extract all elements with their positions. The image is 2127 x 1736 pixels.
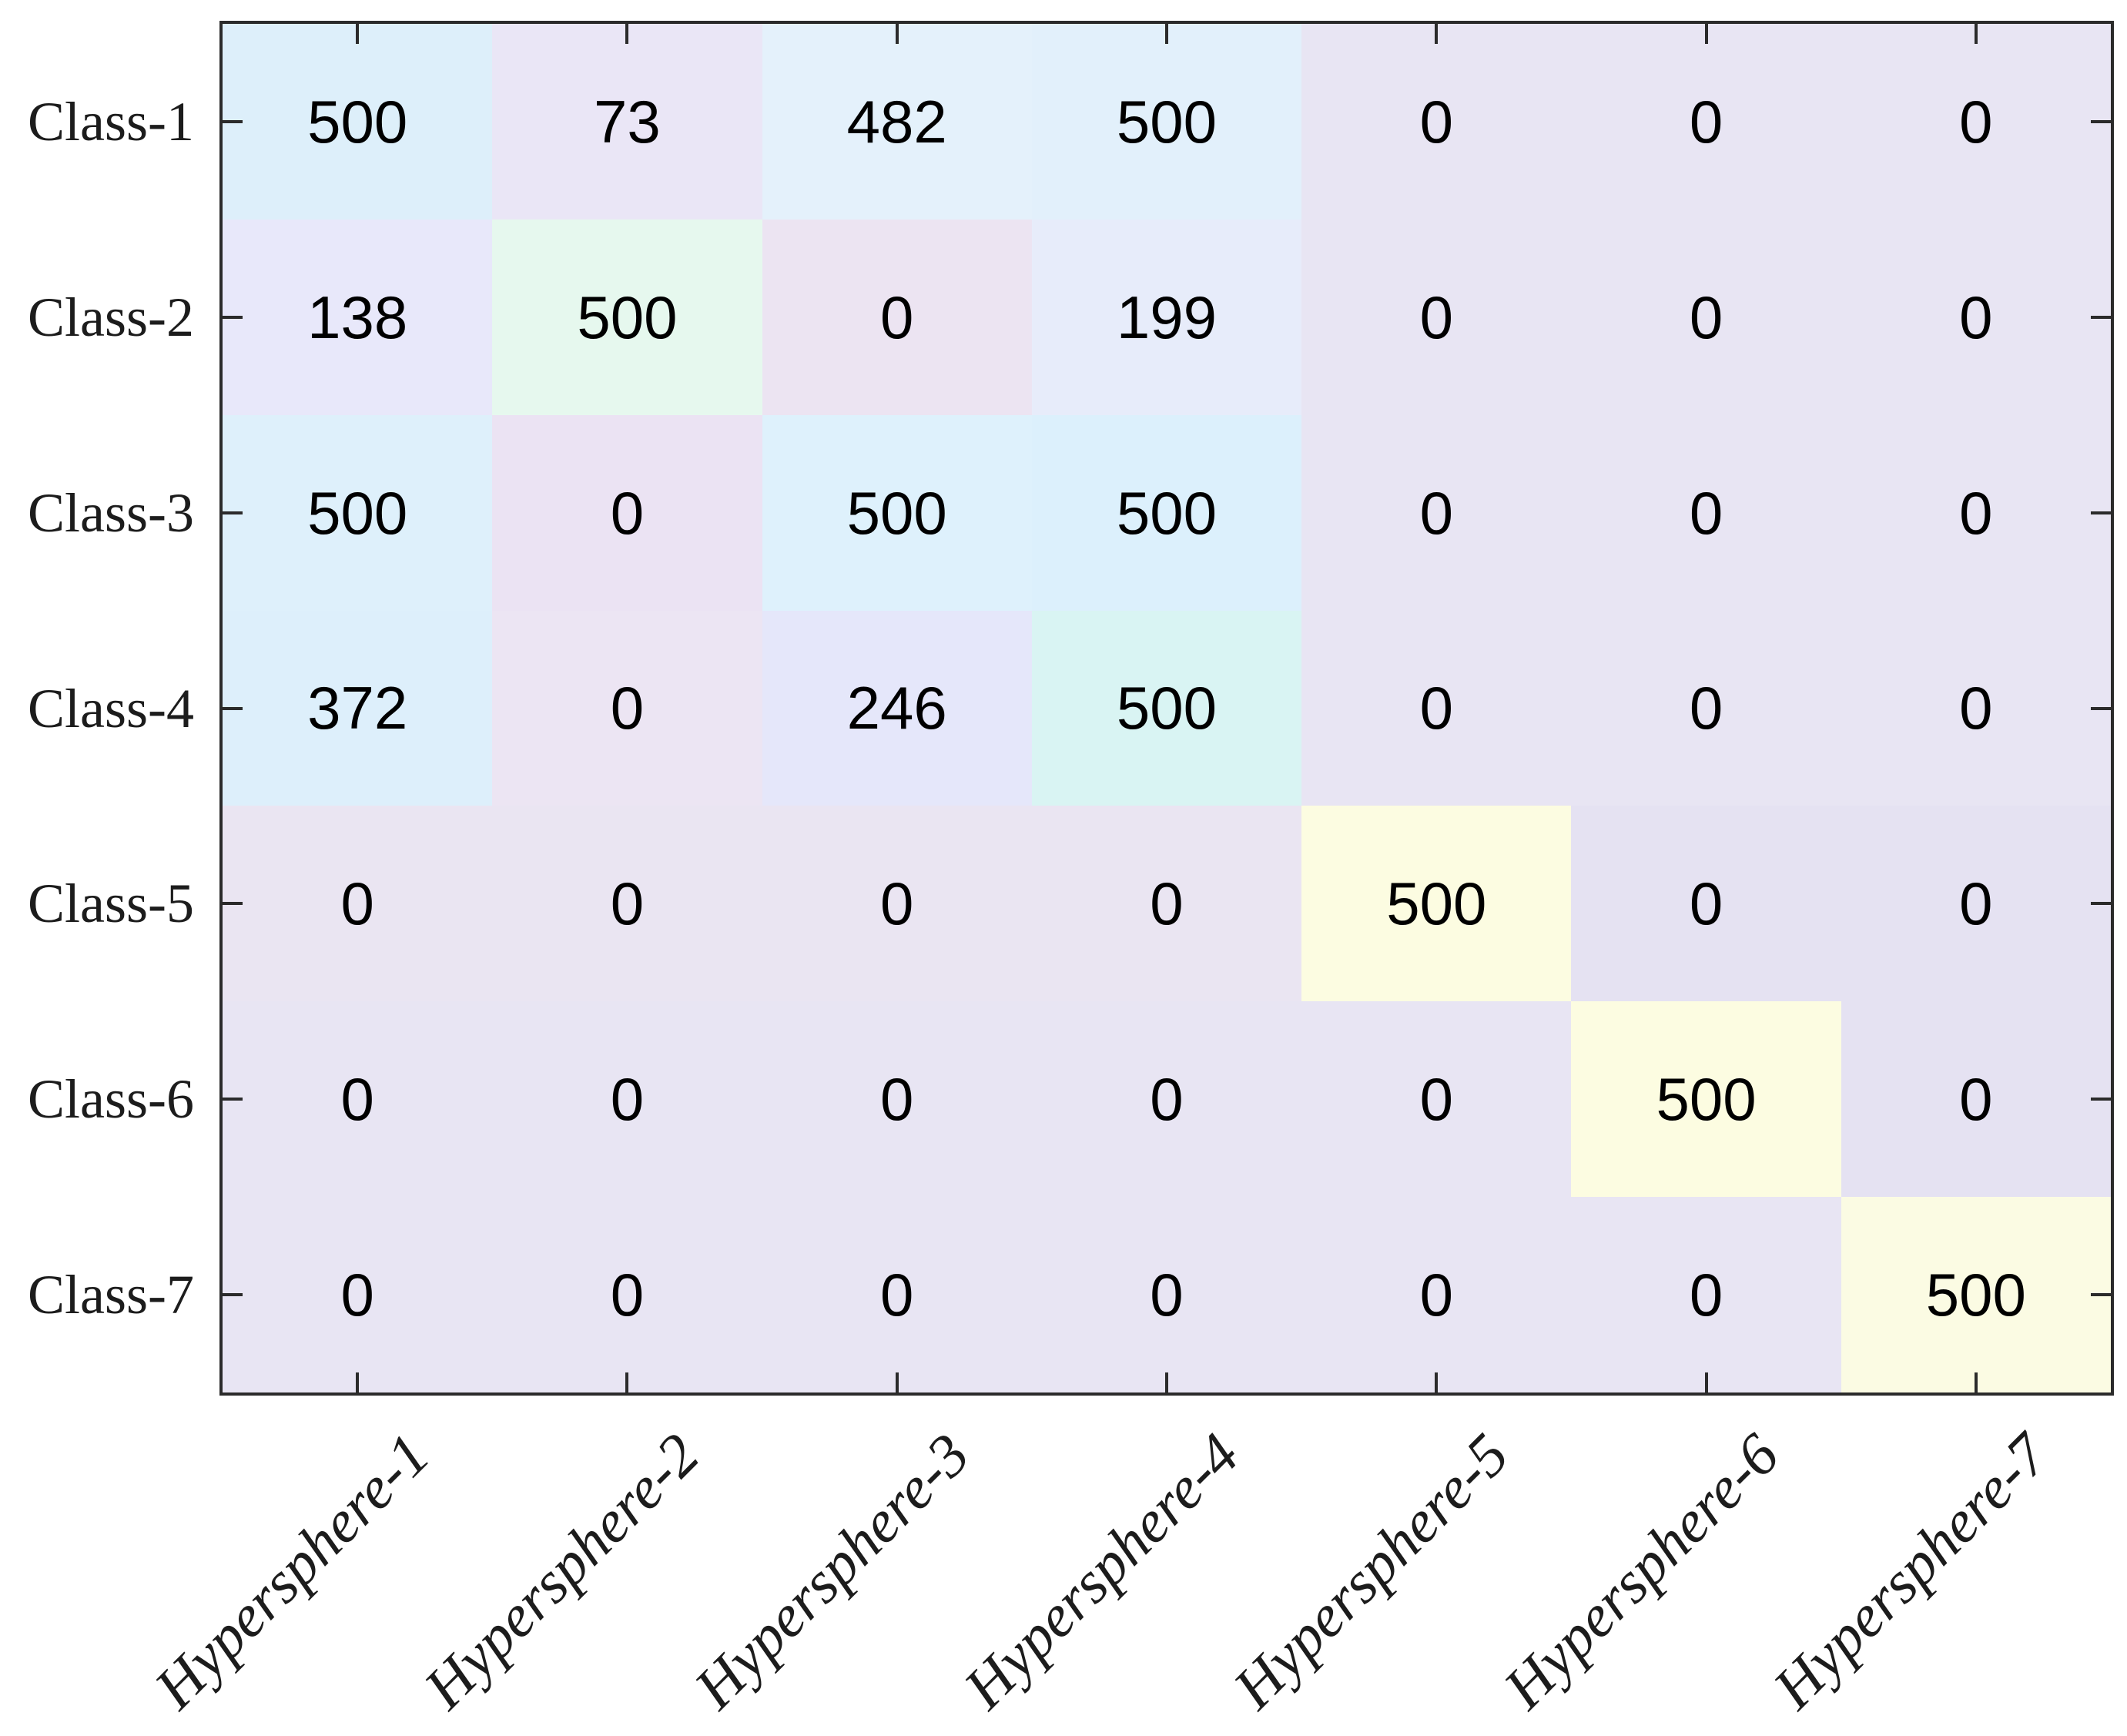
x-axis-label: Hypersphere-3 (681, 1420, 982, 1721)
y-axis-label: Class-2 (28, 286, 194, 348)
y-axis-tick (223, 1293, 243, 1297)
plot-area: 500 73 482 500 0 0 0 138 500 0 199 0 0 0 500 0 500 500 0 0 0… (219, 21, 2114, 1396)
x-axis-tick (1974, 1372, 1978, 1392)
matrix-cell: 500 (492, 219, 762, 415)
x-axis-tick (895, 24, 899, 44)
y-axis-tick (2091, 1293, 2111, 1297)
matrix-cell: 0 (762, 1197, 1032, 1392)
matrix-cell: 500 (1031, 610, 1302, 806)
x-axis-tick (1165, 24, 1168, 44)
x-axis-tick (1435, 24, 1439, 44)
matrix-cell: 0 (492, 806, 762, 1002)
matrix-cell: 0 (492, 414, 762, 611)
matrix-cell: 73 (492, 24, 762, 220)
x-axis-label: Hypersphere-4 (950, 1420, 1251, 1721)
matrix-cell: 0 (1031, 806, 1302, 1002)
matrix-cell: 372 (223, 610, 493, 806)
matrix-cell: 0 (223, 806, 493, 1002)
matrix-cell: 0 (1841, 414, 2111, 611)
y-axis-label: Class-4 (28, 677, 194, 739)
matrix-cell: 0 (1571, 414, 1841, 611)
matrix-cell: 0 (762, 219, 1032, 415)
matrix-cell: 0 (1301, 1197, 1572, 1392)
matrix-cell: 0 (492, 610, 762, 806)
matrix-cell: 0 (223, 1197, 493, 1392)
matrix-cell: 0 (492, 1197, 762, 1392)
matrix-cell: 0 (1031, 1001, 1302, 1198)
x-axis-tick (1704, 1372, 1708, 1392)
matrix-cell: 500 (1571, 1001, 1841, 1198)
y-axis-tick (223, 706, 243, 710)
y-axis-tick (2091, 315, 2111, 319)
matrix-cell: 0 (1571, 24, 1841, 220)
y-axis-tick (223, 315, 243, 319)
x-axis-label: Hypersphere-5 (1220, 1420, 1522, 1721)
matrix-cell: 0 (1841, 24, 2111, 220)
matrix-cell: 500 (1031, 414, 1302, 611)
y-axis-label: Class-5 (28, 873, 194, 935)
matrix-cell: 500 (1301, 806, 1572, 1002)
y-axis-tick (223, 902, 243, 906)
x-axis-tick (625, 24, 629, 44)
matrix-cell: 0 (492, 1001, 762, 1198)
x-axis-tick (895, 1372, 899, 1392)
x-axis-tick (356, 1372, 360, 1392)
x-axis-tick (1704, 24, 1708, 44)
matrix-cell: 0 (1301, 610, 1572, 806)
matrix-cell: 500 (762, 414, 1032, 611)
x-axis-tick (1165, 1372, 1168, 1392)
y-axis-tick (2091, 511, 2111, 514)
matrix-cell: 500 (1841, 1197, 2111, 1392)
matrix-cell: 0 (1841, 1001, 2111, 1198)
matrix-cell: 138 (223, 219, 493, 415)
matrix-cell: 0 (1841, 219, 2111, 415)
matrix-cell: 0 (1841, 806, 2111, 1002)
matrix-cell: 0 (1301, 24, 1572, 220)
matrix-cell: 0 (1571, 219, 1841, 415)
matrix-cell: 500 (1031, 24, 1302, 220)
matrix-cells: 500 73 482 500 0 0 0 138 500 0 199 0 0 0 500 0 500 500 0 0 0… (223, 24, 2111, 1392)
x-axis-label: Hypersphere-6 (1490, 1420, 1791, 1721)
x-axis-label: Hypersphere-1 (141, 1420, 443, 1721)
y-axis-tick (223, 511, 243, 514)
x-axis-tick (1435, 1372, 1439, 1392)
y-axis-tick (2091, 902, 2111, 906)
y-axis-label: Class-3 (28, 481, 194, 544)
matrix-cell: 500 (223, 24, 493, 220)
matrix-cell: 500 (223, 414, 493, 611)
y-axis-label: Class-1 (28, 90, 194, 152)
matrix-cell: 0 (1571, 1197, 1841, 1392)
matrix-cell: 0 (762, 806, 1032, 1002)
matrix-cell: 0 (1031, 1197, 1302, 1392)
y-axis-label: Class-6 (28, 1068, 194, 1131)
x-axis-tick (625, 1372, 629, 1392)
y-axis-tick (2091, 1098, 2111, 1101)
matrix-cell: 0 (1571, 806, 1841, 1002)
matrix-cell: 0 (1301, 1001, 1572, 1198)
y-axis-tick (223, 1098, 243, 1101)
y-axis-tick (2091, 119, 2111, 123)
x-axis-label: Hypersphere-2 (411, 1420, 712, 1721)
matrix-cell: 0 (762, 1001, 1032, 1198)
matrix-cell: 0 (1571, 610, 1841, 806)
x-axis-label: Hypersphere-7 (1760, 1420, 2061, 1721)
y-axis-label: Class-7 (28, 1264, 194, 1326)
matrix-cell: 199 (1031, 219, 1302, 415)
x-axis-tick (1974, 24, 1978, 44)
y-axis-tick (2091, 706, 2111, 710)
matrix-cell: 0 (1841, 610, 2111, 806)
matrix-cell: 0 (1301, 414, 1572, 611)
matrix-cell: 0 (223, 1001, 493, 1198)
matrix-cell: 482 (762, 24, 1032, 220)
x-axis-tick (356, 24, 360, 44)
matrix-cell: 246 (762, 610, 1032, 806)
matrix-cell: 0 (1301, 219, 1572, 415)
y-axis-tick (223, 119, 243, 123)
